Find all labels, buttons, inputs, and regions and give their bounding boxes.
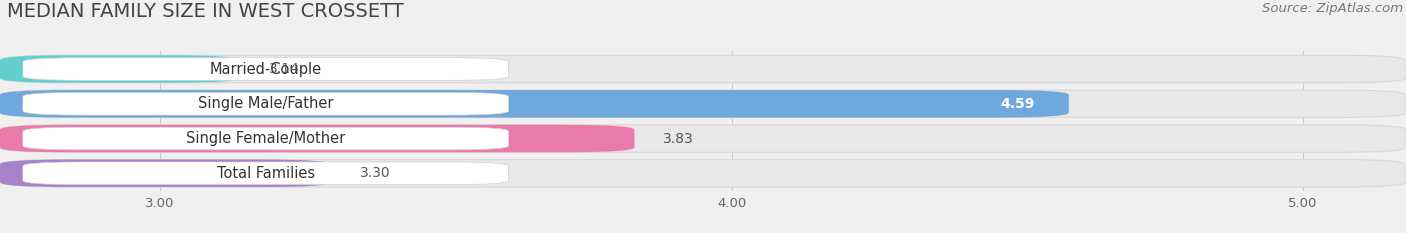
FancyBboxPatch shape [22,162,509,185]
FancyBboxPatch shape [22,127,509,150]
Text: Single Male/Father: Single Male/Father [198,96,333,111]
FancyBboxPatch shape [0,55,1406,83]
Text: 3.30: 3.30 [360,166,391,180]
Text: Married-Couple: Married-Couple [209,62,322,76]
FancyBboxPatch shape [22,93,509,115]
FancyBboxPatch shape [0,125,1406,152]
FancyBboxPatch shape [0,90,1406,117]
FancyBboxPatch shape [0,90,1069,117]
Text: 4.59: 4.59 [1000,97,1035,111]
Text: Single Female/Mother: Single Female/Mother [186,131,346,146]
Text: Source: ZipAtlas.com: Source: ZipAtlas.com [1263,2,1403,15]
FancyBboxPatch shape [0,160,332,187]
FancyBboxPatch shape [0,160,1406,187]
FancyBboxPatch shape [22,58,509,80]
FancyBboxPatch shape [0,125,634,152]
Text: 3.83: 3.83 [664,132,693,146]
Text: Total Families: Total Families [217,166,315,181]
Text: MEDIAN FAMILY SIZE IN WEST CROSSETT: MEDIAN FAMILY SIZE IN WEST CROSSETT [7,2,404,21]
FancyBboxPatch shape [0,55,240,83]
Text: 3.14: 3.14 [269,62,299,76]
